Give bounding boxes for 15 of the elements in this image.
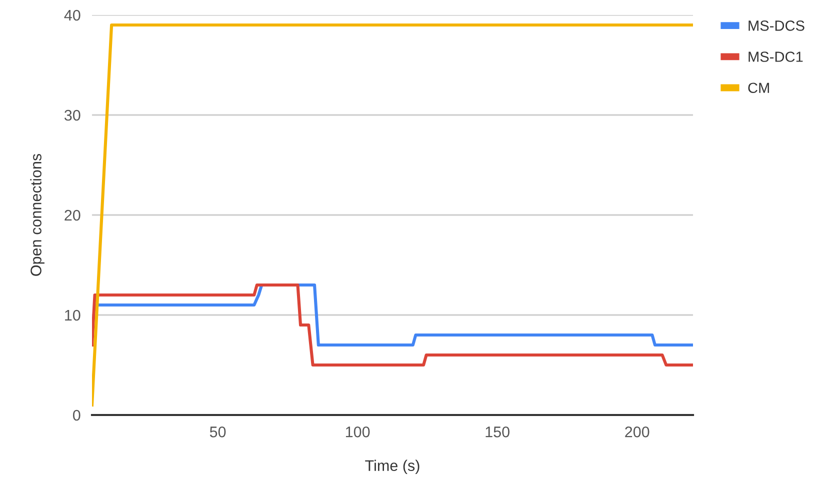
x-tick-label: 50 bbox=[210, 426, 226, 438]
legend-label: MS-DCS bbox=[748, 20, 804, 31]
y-tick-label: 0 bbox=[72, 410, 80, 421]
legend-label: MS-DC1 bbox=[748, 52, 803, 62]
y-tick-label: 40 bbox=[64, 10, 80, 21]
x-tick-label: 100 bbox=[346, 426, 370, 438]
y-tick-label: 20 bbox=[64, 210, 80, 221]
x-axis-title: Time (s) bbox=[365, 460, 420, 474]
y-tick-label: 30 bbox=[64, 110, 80, 121]
y-axis-title: Open connections bbox=[30, 154, 44, 276]
x-tick-label: 200 bbox=[625, 426, 650, 438]
line-series bbox=[92, 283, 693, 367]
y-tick-label: 10 bbox=[65, 310, 80, 321]
x-tick-label: 150 bbox=[486, 426, 510, 438]
legend-label: CM bbox=[748, 82, 769, 94]
